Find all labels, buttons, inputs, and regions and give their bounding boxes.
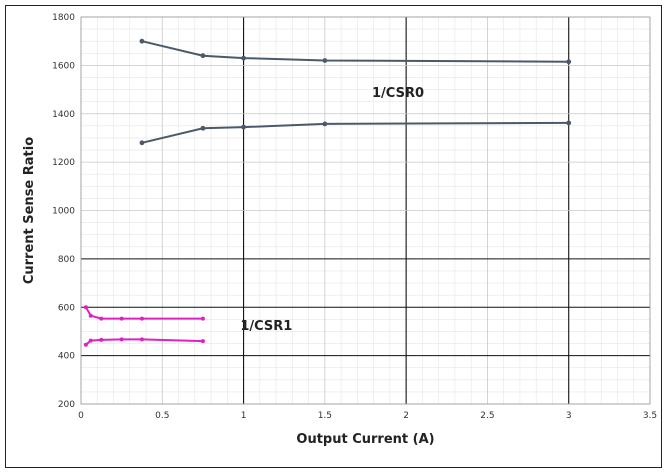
y-tick-label: 1000 <box>52 207 75 217</box>
annotation-csr0: 1/CSR0 <box>372 86 424 101</box>
y-tick-label: 1200 <box>52 158 75 168</box>
data-point-csr0 <box>200 125 206 131</box>
y-tick-label: 200 <box>58 400 75 410</box>
x-axis-title: Output Current (A) <box>296 432 434 447</box>
series-line-csr1 <box>85 338 203 346</box>
y-axis-title: Current Sense Ratio <box>22 137 37 284</box>
series-line-csr1 <box>85 306 203 320</box>
plot-area <box>80 16 651 405</box>
x-tick-label: 2.5 <box>480 411 494 421</box>
x-tick-label: 0 <box>78 411 84 421</box>
major-grid <box>80 16 651 405</box>
x-tick-label: 1.5 <box>318 411 332 421</box>
y-tick-label: 1800 <box>52 13 75 23</box>
data-point-csr1 <box>88 313 93 318</box>
data-point-csr1 <box>139 316 144 321</box>
data-point-csr0 <box>566 59 572 65</box>
data-point-csr0 <box>241 55 246 61</box>
data-point-csr1 <box>200 316 205 321</box>
data-point-csr0 <box>139 140 145 146</box>
data-point-csr1 <box>83 305 88 310</box>
data-point-csr1 <box>200 339 205 344</box>
data-point-csr1 <box>99 337 104 342</box>
data-point-csr1 <box>119 316 124 321</box>
tick-layer: 0 0.5 1 1.5 2 2.5 3 3.5 200 400 600 800 1000 1200 1400… <box>52 13 657 421</box>
y-tick-label: 1600 <box>52 61 75 71</box>
y-tick-label: 600 <box>58 303 75 313</box>
data-point-csr1 <box>88 338 93 343</box>
x-tick-label: 3.5 <box>643 411 657 421</box>
data-point-csr0 <box>322 58 328 63</box>
series-layer <box>83 38 572 347</box>
data-point-csr0 <box>200 53 206 59</box>
data-point-csr0 <box>322 121 328 127</box>
annotation-csr1: 1/CSR1 <box>240 319 292 334</box>
data-point-csr0 <box>139 38 145 44</box>
data-point-csr1 <box>139 337 144 342</box>
data-point-csr0 <box>566 120 572 126</box>
x-tick-label: 2 <box>403 411 409 421</box>
x-tick-label: 0.5 <box>155 411 169 421</box>
data-point-csr0 <box>241 124 246 130</box>
x-tick-label: 1 <box>241 411 247 421</box>
series-line-csr0 <box>141 40 569 63</box>
x-tick-label: 3 <box>566 411 572 421</box>
y-tick-label: 800 <box>58 255 75 265</box>
y-tick-label: 1400 <box>52 110 75 120</box>
data-point-csr1 <box>99 316 104 321</box>
y-tick-label: 400 <box>58 352 75 362</box>
data-point-csr1 <box>83 342 88 347</box>
data-point-csr1 <box>119 337 124 342</box>
